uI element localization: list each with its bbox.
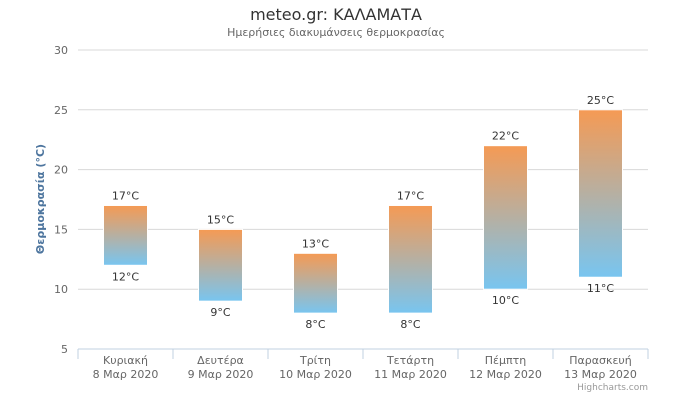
bars [103, 109, 623, 314]
low-temp-label: 8°C [400, 318, 420, 331]
low-temp-label: 8°C [305, 318, 325, 331]
x-tick-label-date: 9 Μαρ 2020 [188, 368, 254, 381]
x-tick-label-date: 11 Μαρ 2020 [374, 368, 447, 381]
x-tick-label-day: Δευτέρα [197, 354, 244, 367]
x-tick-label-day: Κυριακή [103, 354, 148, 367]
high-temp-label: 22°C [492, 130, 519, 143]
credits-link[interactable]: Highcharts.com [577, 383, 648, 393]
low-temp-label: 10°C [492, 294, 519, 307]
temperature-range-bar[interactable] [198, 228, 243, 302]
y-axis-label: Θερμοκρασία (°C) [34, 144, 47, 254]
low-temp-label: 12°C [112, 270, 139, 283]
y-tick-label: 20 [54, 164, 68, 177]
temperature-range-bar[interactable] [483, 145, 528, 290]
temperature-range-bar[interactable] [578, 109, 623, 278]
x-tick-label-day: Παρασκευή [569, 354, 632, 367]
grid: 5 10 15 20 25 30 [54, 44, 648, 356]
high-temp-label: 13°C [302, 237, 329, 250]
x-tick-label-date: 8 Μαρ 2020 [93, 368, 159, 381]
temperature-range-bar[interactable] [103, 204, 148, 266]
low-temp-label: 9°C [210, 306, 230, 319]
high-temp-label: 17°C [397, 189, 424, 202]
low-temp-label: 11°C [587, 282, 614, 295]
y-tick-label: 15 [54, 223, 68, 236]
chart-title: meteo.gr: ΚΑΛΑΜΑΤΑ [250, 5, 422, 24]
x-tick-label-date: 13 Μαρ 2020 [564, 368, 637, 381]
temperature-range-bar[interactable] [388, 204, 433, 314]
x-tick-label-date: 10 Μαρ 2020 [279, 368, 352, 381]
x-tick-label-day: Πέμπτη [485, 354, 526, 367]
high-temp-label: 25°C [587, 94, 614, 107]
temperature-range-bar[interactable] [293, 252, 338, 314]
x-tick-label-day: Τρίτη [299, 354, 331, 367]
y-tick-label: 10 [54, 283, 68, 296]
y-tick-label: 30 [54, 44, 68, 57]
y-tick-label: 5 [61, 343, 68, 356]
x-tick-label-date: 12 Μαρ 2020 [469, 368, 542, 381]
chart-subtitle: Ημερήσιες διακυμάνσεις θερμοκρασίας [227, 26, 445, 39]
y-tick-label: 25 [54, 104, 68, 117]
high-temp-label: 17°C [112, 189, 139, 202]
data-labels: 17°C 12°C 15°C 9°C 13°C 8°C 17°C 8°C 22°C 10°C 25°… [112, 94, 614, 331]
x-tick-label-day: Τετάρτη [386, 354, 434, 367]
high-temp-label: 15°C [207, 213, 234, 226]
